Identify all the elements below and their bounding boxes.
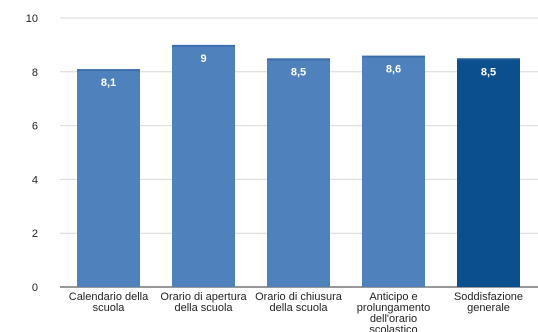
x-tick-label-line: prolungamento <box>357 302 430 314</box>
data-label: 8,5 <box>291 66 306 78</box>
x-tick-label: Anticipo e prolungamento dell'orario scolas… <box>357 291 430 332</box>
x-tick-label-line: generale <box>467 302 510 314</box>
x-tick-label-line: scuola <box>93 302 126 314</box>
bar-top-edge <box>457 58 520 61</box>
y-tick-label: 4 <box>32 174 38 186</box>
y-tick-label: 10 <box>26 13 38 25</box>
x-tick-label: Orario di apertura della scuola <box>160 291 247 314</box>
bar <box>457 58 520 287</box>
bar-top-edge <box>362 55 425 58</box>
bar <box>77 69 140 287</box>
y-tick-label: 8 <box>32 67 38 79</box>
x-tick-label: Calendario della scuola <box>69 291 149 314</box>
bar <box>362 55 425 287</box>
x-tick-label-line: Orario di chiusura <box>255 291 343 303</box>
x-tick-label-line: Soddisfazione <box>454 291 523 303</box>
bar <box>267 58 330 287</box>
x-tick-label-line: Anticipo e <box>369 291 417 303</box>
x-tick-label: Orario di chiusura della scuola <box>255 291 343 314</box>
x-tick-label-line: scolastico <box>369 324 417 332</box>
x-tick-label-line: Orario di apertura <box>160 291 247 303</box>
x-tick-label: Soddisfazione generale <box>454 291 523 314</box>
x-tick-label-line: Calendario della <box>69 291 149 303</box>
data-label: 8,1 <box>101 77 116 89</box>
bar-top-edge <box>77 69 140 72</box>
y-tick-label: 2 <box>32 228 38 240</box>
label-layer: 8,1 Calendario della scuola 9 Orario di aper… <box>69 53 523 332</box>
x-tick-label-line: della scuola <box>174 302 233 314</box>
bar <box>172 44 235 288</box>
data-label: 8,6 <box>386 64 401 76</box>
y-tick-label: 0 <box>32 282 38 294</box>
x-tick-label-line: della scuola <box>269 302 328 314</box>
y-tick-label: 6 <box>32 121 38 133</box>
x-tick-label-line: dell'orario <box>370 313 417 325</box>
data-label: 9 <box>200 53 206 65</box>
bar-top-edge <box>172 44 235 47</box>
bar-layer <box>77 44 520 288</box>
bar-top-edge <box>267 58 330 61</box>
data-label: 8,5 <box>481 66 496 78</box>
